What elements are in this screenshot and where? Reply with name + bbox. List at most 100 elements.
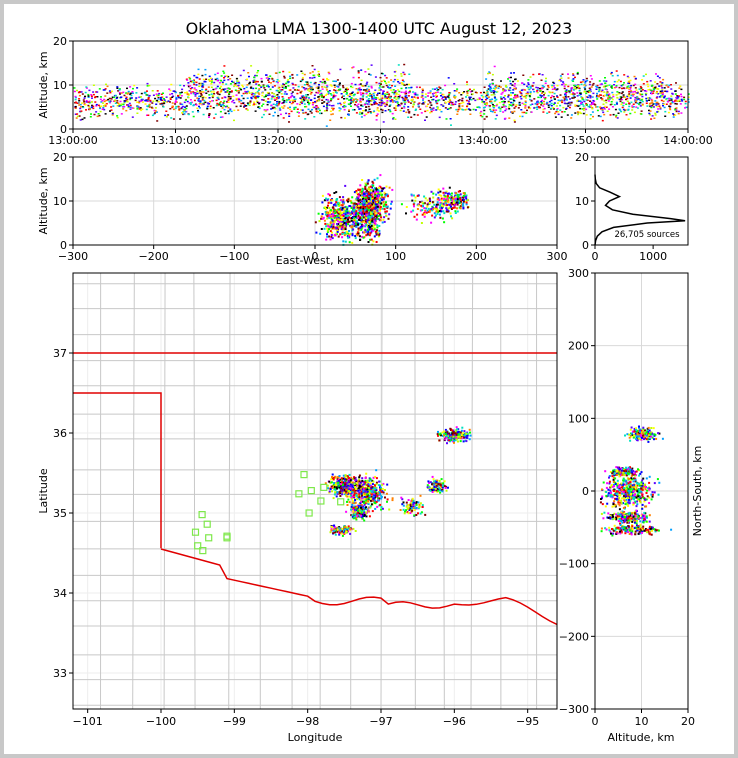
time-source-point bbox=[522, 74, 525, 76]
time-source-point bbox=[432, 98, 435, 101]
time-source-point bbox=[632, 93, 635, 96]
ew-source-point bbox=[382, 201, 385, 204]
time-source-point bbox=[108, 90, 111, 92]
time-source-point bbox=[199, 100, 202, 102]
time-source-point bbox=[399, 109, 402, 112]
time-source-point bbox=[380, 104, 383, 106]
time-source-point bbox=[307, 88, 310, 90]
time-source-point bbox=[380, 72, 383, 75]
time-source-point bbox=[382, 73, 384, 75]
time-source-point bbox=[652, 86, 655, 89]
time-source-point bbox=[104, 105, 107, 107]
map-source-point bbox=[375, 469, 378, 472]
ew-source-point bbox=[362, 203, 365, 206]
ew-source-point bbox=[367, 206, 370, 209]
time-source-point bbox=[330, 98, 333, 101]
time-source-point bbox=[375, 98, 378, 100]
time-source-point bbox=[453, 94, 456, 97]
time-source-point bbox=[397, 105, 400, 107]
time-source-point bbox=[126, 87, 128, 90]
time-source-point bbox=[680, 98, 683, 101]
time-source-point bbox=[116, 86, 119, 88]
time-source-point bbox=[315, 91, 318, 94]
map-source-point bbox=[368, 487, 371, 490]
time-source-point bbox=[569, 98, 571, 100]
time-source-point bbox=[204, 101, 207, 104]
ew-source-point bbox=[343, 206, 346, 209]
time-source-point bbox=[360, 113, 363, 115]
time-source-point bbox=[622, 94, 625, 96]
ew-source-point bbox=[437, 210, 440, 213]
ew-source-point bbox=[458, 194, 461, 196]
time-source-point bbox=[355, 101, 357, 103]
map-source-point bbox=[358, 476, 361, 479]
time-source-point bbox=[606, 84, 609, 87]
time-source-point bbox=[481, 98, 483, 101]
ew-source-point bbox=[355, 217, 358, 220]
ew-source-point bbox=[367, 187, 370, 190]
time-source-point bbox=[401, 79, 404, 81]
time-source-point bbox=[306, 99, 309, 102]
ew-source-point bbox=[359, 222, 362, 225]
ew-source-point bbox=[374, 230, 377, 233]
ew-source-point bbox=[331, 231, 333, 234]
time-source-point bbox=[131, 92, 134, 94]
time-source-point bbox=[172, 108, 175, 111]
time-source-point bbox=[246, 97, 249, 99]
time-source-point bbox=[313, 76, 316, 79]
ew-source-point bbox=[355, 225, 358, 228]
time-source-point bbox=[129, 92, 132, 95]
time-source-point bbox=[556, 108, 559, 110]
time-source-point bbox=[462, 109, 465, 111]
time-source-point bbox=[384, 92, 387, 95]
time-source-point bbox=[572, 92, 575, 94]
ew-source-point bbox=[367, 218, 370, 221]
time-source-point bbox=[564, 95, 567, 98]
time-source-point bbox=[218, 82, 221, 84]
time-source-point bbox=[312, 74, 315, 77]
ew-source-point bbox=[334, 233, 336, 236]
ew-source-point bbox=[340, 216, 343, 218]
time-source-point bbox=[573, 89, 575, 91]
time-source-point bbox=[680, 112, 683, 114]
ew-source-point bbox=[369, 238, 372, 241]
time-source-point bbox=[206, 107, 209, 109]
time-source-point bbox=[494, 118, 497, 120]
time-source-point bbox=[84, 91, 87, 94]
time-source-point bbox=[638, 88, 641, 90]
time-source-point bbox=[345, 87, 348, 89]
ew-source-point bbox=[366, 181, 369, 184]
ew-source-point bbox=[347, 220, 350, 223]
time-source-point bbox=[406, 99, 409, 101]
time-source-point bbox=[540, 100, 543, 103]
ew-source-point bbox=[373, 228, 376, 231]
time-source-point bbox=[192, 82, 195, 84]
time-source-point bbox=[252, 95, 255, 98]
time-source-point bbox=[204, 96, 207, 99]
time-source-point bbox=[574, 112, 577, 114]
time-source-point bbox=[159, 103, 162, 105]
time-source-point bbox=[76, 89, 78, 92]
map-source-point bbox=[367, 483, 370, 486]
altitude-tick-label: 10 bbox=[53, 79, 67, 92]
time-source-point bbox=[579, 111, 581, 114]
ew-source-point bbox=[451, 199, 454, 202]
ew-source-point bbox=[413, 205, 415, 208]
map-source-point bbox=[360, 500, 363, 503]
time-source-point bbox=[326, 79, 329, 81]
time-source-point bbox=[119, 104, 122, 106]
time-source-point bbox=[103, 89, 106, 91]
ew-source-point bbox=[345, 222, 347, 225]
time-source-point bbox=[529, 95, 532, 98]
time-source-point bbox=[568, 106, 571, 109]
time-source-point bbox=[432, 109, 435, 111]
time-source-point bbox=[618, 108, 621, 110]
time-source-point bbox=[615, 85, 618, 87]
time-source-point bbox=[303, 88, 306, 91]
time-source-point bbox=[303, 103, 306, 105]
ew-source-point bbox=[388, 186, 391, 189]
time-source-point bbox=[369, 92, 372, 95]
time-source-point bbox=[410, 98, 413, 101]
time-source-point bbox=[116, 102, 118, 104]
time-source-point bbox=[318, 73, 320, 76]
